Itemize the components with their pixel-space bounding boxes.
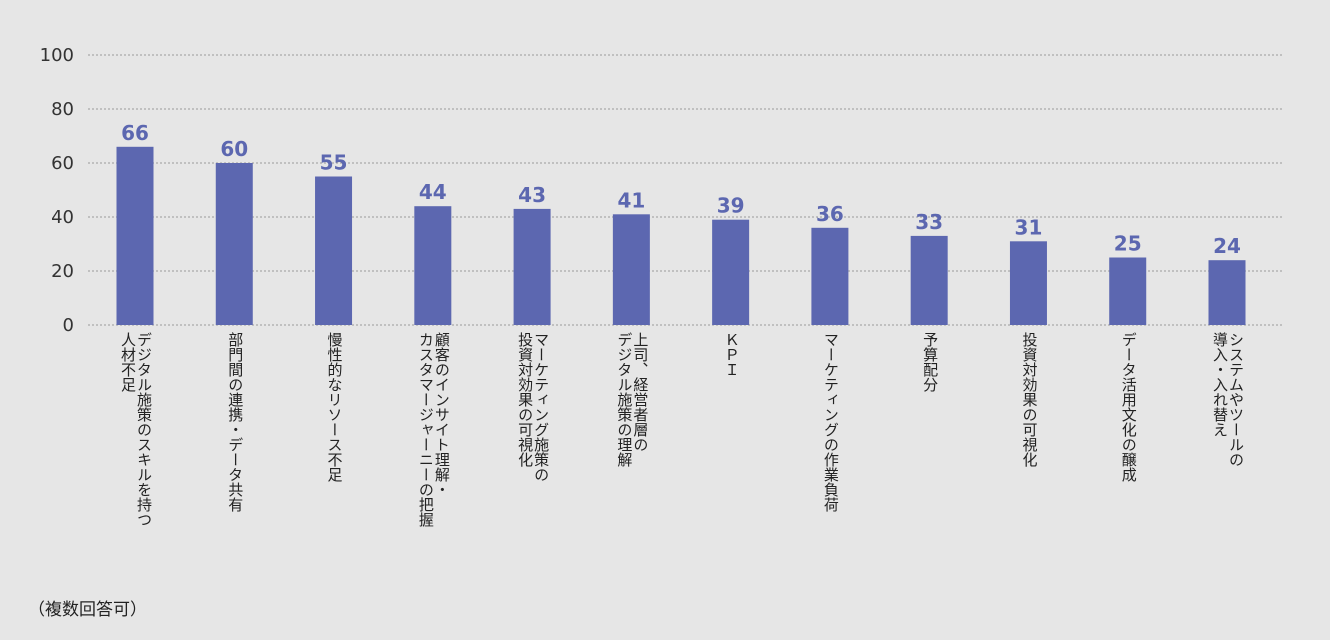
value-label: 24 <box>1213 234 1241 258</box>
bar <box>116 146 154 325</box>
y-tick-label: 20 <box>51 261 74 282</box>
bar <box>612 214 650 325</box>
category-label: 部門間の連携・データ共有 <box>226 332 245 512</box>
category-label: マーケティング施策の 投資対効果の可視化 <box>516 332 551 482</box>
y-tick-label: 80 <box>51 99 74 120</box>
y-tick-label: 60 <box>51 153 74 174</box>
bar <box>414 206 452 325</box>
category-label: システムやツールの 導入・入れ替え <box>1211 332 1245 467</box>
value-label: 31 <box>1015 215 1043 239</box>
y-tick-label: 40 <box>51 207 74 228</box>
value-labels: 66 60 55 44 43 41 39 36 33 31 25 24 <box>121 121 1241 258</box>
y-tick-label: 0 <box>63 315 74 336</box>
value-label: 44 <box>419 180 447 204</box>
footnote: （複数回答可） <box>28 600 147 620</box>
bar <box>1208 260 1246 325</box>
category-label: データ活用文化の醸成 <box>1119 332 1138 482</box>
category-label: 予算配分 <box>921 332 940 392</box>
bar <box>513 208 551 325</box>
value-label: 60 <box>220 137 248 161</box>
bar <box>1109 257 1147 325</box>
value-label: 66 <box>121 121 149 145</box>
bar <box>215 163 253 325</box>
y-tick-label: 100 <box>40 45 74 66</box>
bar <box>315 176 353 325</box>
bar <box>811 227 849 325</box>
y-axis-ticks: 0 20 40 60 80 100 <box>40 45 74 336</box>
value-label: 33 <box>915 210 943 234</box>
bar <box>712 219 750 325</box>
category-label: 慢性的なリソース不足 <box>325 332 344 482</box>
value-label: 41 <box>617 188 645 212</box>
category-label: ＫＰＩ <box>722 332 741 377</box>
value-label: 43 <box>518 183 546 207</box>
category-label: 上司、経営者層の デジタル施策の理解 <box>615 332 650 467</box>
bar <box>910 235 948 325</box>
value-label: 39 <box>717 194 745 218</box>
value-label: 36 <box>816 202 844 226</box>
gridlines <box>88 54 1282 326</box>
category-label: 顧客のインサイト理解・ カスタマージャーニーの把握 <box>416 332 451 527</box>
value-label: 25 <box>1114 232 1142 256</box>
bar <box>1009 241 1047 325</box>
value-label: 55 <box>320 151 348 175</box>
category-label: マーケティングの作業負荷 <box>821 332 840 512</box>
bars <box>116 146 1246 325</box>
category-label: 投資対効果の可視化 <box>1020 332 1039 467</box>
category-label: デジタル施策のスキルを持つ 人材不足 <box>119 332 153 527</box>
